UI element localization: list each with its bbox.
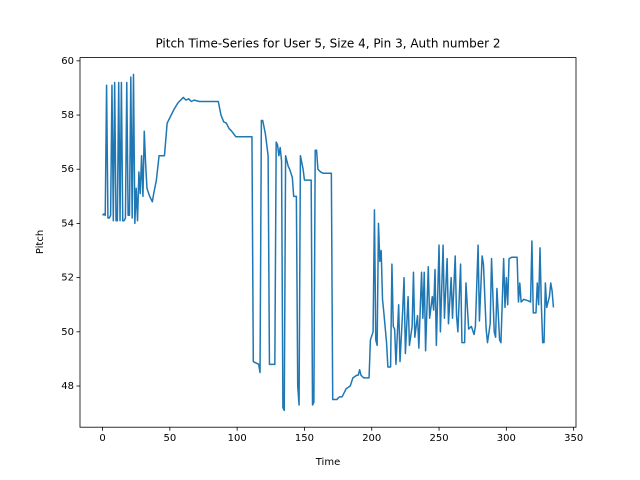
x-tick-label: 50 xyxy=(163,433,176,444)
x-tick-label: 0 xyxy=(99,433,105,444)
plot-frame xyxy=(79,57,577,428)
x-tick-label: 250 xyxy=(429,433,448,444)
y-tick-label: 60 xyxy=(61,56,74,67)
y-tick-label: 54 xyxy=(61,218,74,229)
x-tick-label: 150 xyxy=(295,433,314,444)
y-tick-label: 48 xyxy=(61,381,74,392)
y-tick-label: 56 xyxy=(61,164,74,175)
x-axis-label: Time xyxy=(315,457,340,468)
y-tick-label: 52 xyxy=(61,273,74,284)
y-tick-label: 58 xyxy=(61,110,74,121)
x-tick-label: 350 xyxy=(564,433,583,444)
data-line xyxy=(102,73,555,412)
y-axis-label: Pitch xyxy=(35,230,46,254)
x-tick-label: 200 xyxy=(362,433,381,444)
chart-title: Pitch Time-Series for User 5, Size 4, Pi… xyxy=(155,37,500,51)
x-tick-label: 100 xyxy=(228,433,247,444)
y-tick-label: 50 xyxy=(61,327,74,338)
x-tick-label: 300 xyxy=(497,433,516,444)
